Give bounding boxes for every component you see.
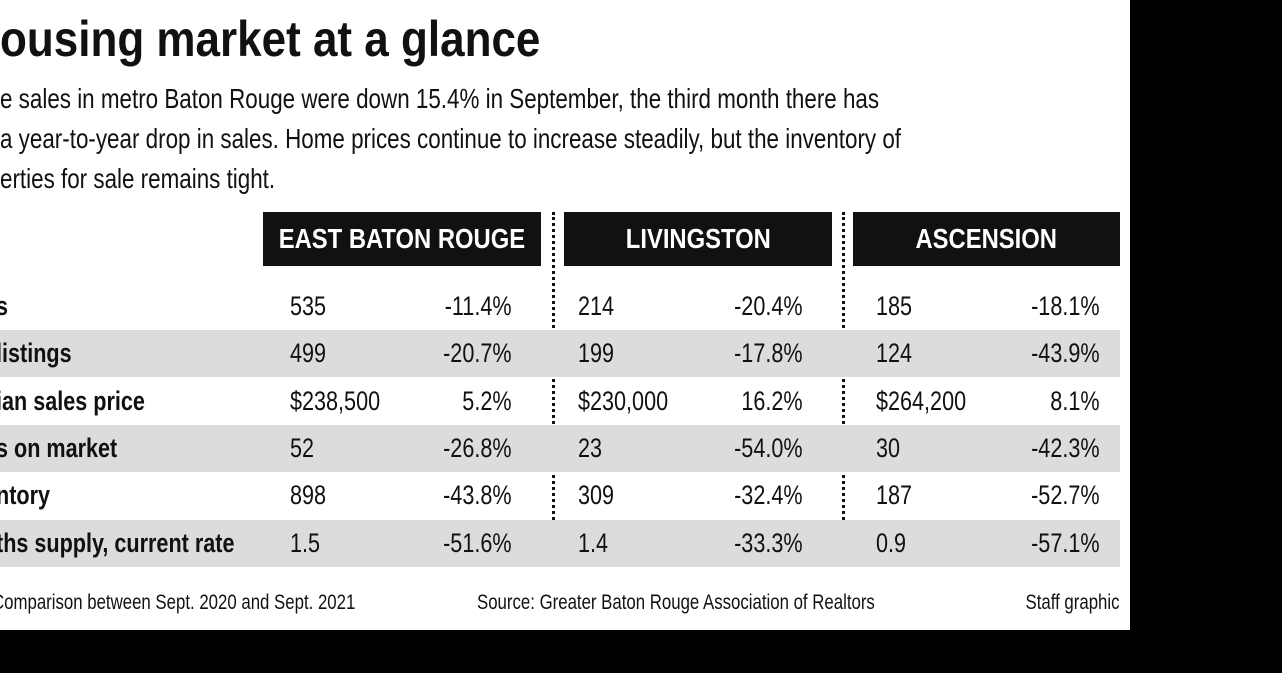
row-label: s on market [0, 432, 118, 463]
cell: 499 [290, 338, 327, 369]
cell: -54.0% [734, 432, 803, 463]
cell: -43.9% [1031, 338, 1100, 369]
cell: -32.4% [734, 480, 803, 511]
cell: -11.4% [445, 291, 512, 321]
cell: 124 [876, 338, 913, 369]
cell: -18.1% [1031, 291, 1100, 321]
cell: -52.7% [1031, 480, 1100, 511]
cell: 30 [876, 432, 901, 463]
separator [552, 212, 555, 567]
cell: 185 [876, 291, 913, 321]
cell: -51.6% [443, 527, 512, 558]
cell: 8.1% [1050, 385, 1100, 416]
row-label: listings [0, 338, 72, 369]
row-shade [0, 519, 1120, 567]
cell: 898 [290, 480, 327, 511]
cell: 52 [290, 432, 315, 463]
cell: 5.2% [462, 385, 512, 416]
cell: -17.8% [734, 338, 803, 369]
credit: Staff graphic [1025, 591, 1120, 614]
cell: 16.2% [741, 385, 803, 416]
row-label: ths supply, current rate [0, 527, 235, 558]
column-header-text: ASCENSION [915, 223, 1058, 254]
intro-line: a year-to-year drop in sales. Home price… [0, 123, 902, 154]
column-header: EAST BATON ROUGE [263, 212, 541, 266]
row-label: s [0, 293, 8, 320]
cell: -20.4% [734, 291, 803, 321]
cell: -26.8% [443, 432, 512, 463]
intro-line: erties for sale remains tight. [0, 163, 276, 194]
intro-line: e sales in metro Baton Rouge were down 1… [0, 83, 880, 114]
column-header: LIVINGSTON [564, 212, 832, 266]
graphic: ousing market at a glance e sales in met… [0, 0, 1130, 630]
cell: -42.3% [1031, 432, 1100, 463]
separator [842, 212, 845, 567]
cell: 199 [578, 338, 615, 369]
row-shade [0, 330, 1120, 378]
cell: $264,200 [876, 385, 967, 416]
column-header-text: LIVINGSTON [625, 223, 771, 254]
cell: -43.8% [443, 480, 512, 511]
cell: 23 [578, 432, 603, 463]
cell: 214 [578, 291, 615, 321]
note: Comparison between Sept. 2020 and Sept. … [0, 591, 356, 614]
cell: 1.5 [290, 527, 321, 558]
cell: -20.7% [443, 338, 512, 369]
cell: 535 [290, 291, 327, 321]
cell: $230,000 [578, 385, 669, 416]
cell: 309 [578, 480, 615, 511]
source: Source: Greater Baton Rouge Association … [477, 591, 875, 614]
column-header-text: EAST BATON ROUGE [278, 223, 526, 254]
cell: -33.3% [734, 527, 803, 558]
column-header: ASCENSION [853, 212, 1120, 266]
cell: 0.9 [876, 527, 907, 558]
row-label: ntory [0, 480, 50, 511]
cell: 187 [876, 480, 913, 511]
row-label: ian sales price [0, 385, 145, 416]
cell: $238,500 [290, 385, 381, 416]
cell: -57.1% [1031, 527, 1100, 558]
row-shade [0, 424, 1120, 472]
title: ousing market at a glance [0, 11, 541, 67]
cell: 1.4 [578, 527, 609, 558]
